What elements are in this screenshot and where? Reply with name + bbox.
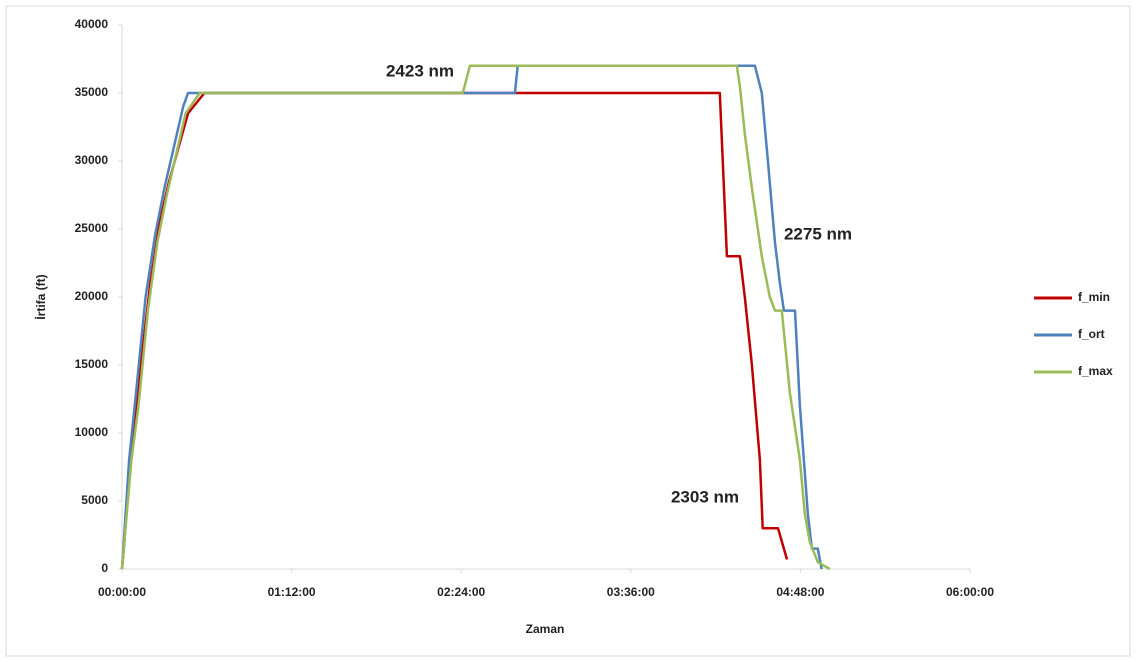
legend-label: f_max — [1078, 364, 1113, 378]
x-tick-label: 01:12:00 — [268, 585, 316, 599]
y-tick-label: 5000 — [81, 493, 108, 507]
y-tick-label: 15000 — [75, 357, 109, 371]
series-line — [120, 91, 789, 570]
legend-label: f_ort — [1078, 327, 1105, 341]
x-tick-label: 02:24:00 — [437, 585, 485, 599]
x-tick-label: 04:48:00 — [776, 585, 824, 599]
y-tick-label: 10000 — [75, 425, 109, 439]
y-tick-label: 30000 — [75, 153, 109, 167]
y-tick-label: 40000 — [75, 17, 109, 31]
x-tick-label: 06:00:00 — [946, 585, 994, 599]
x-tick-label: 00:00:00 — [98, 585, 146, 599]
y-tick-label: 20000 — [75, 289, 109, 303]
y-tick-label: 25000 — [75, 221, 109, 235]
y-axis-label: İrtifa (ft) — [33, 274, 48, 319]
series-line — [120, 64, 831, 571]
annotation: 2423 nm — [386, 61, 454, 80]
y-tick-label: 35000 — [75, 85, 109, 99]
legend-label: f_min — [1078, 290, 1110, 304]
x-tick-label: 03:36:00 — [607, 585, 655, 599]
annotation: 2303 nm — [671, 487, 739, 506]
series-line — [120, 64, 823, 570]
annotation: 2275 nm — [784, 224, 852, 243]
y-tick-label: 0 — [101, 561, 108, 575]
x-axis-label: Zaman — [526, 622, 565, 636]
chart-frame — [5, 5, 1131, 657]
